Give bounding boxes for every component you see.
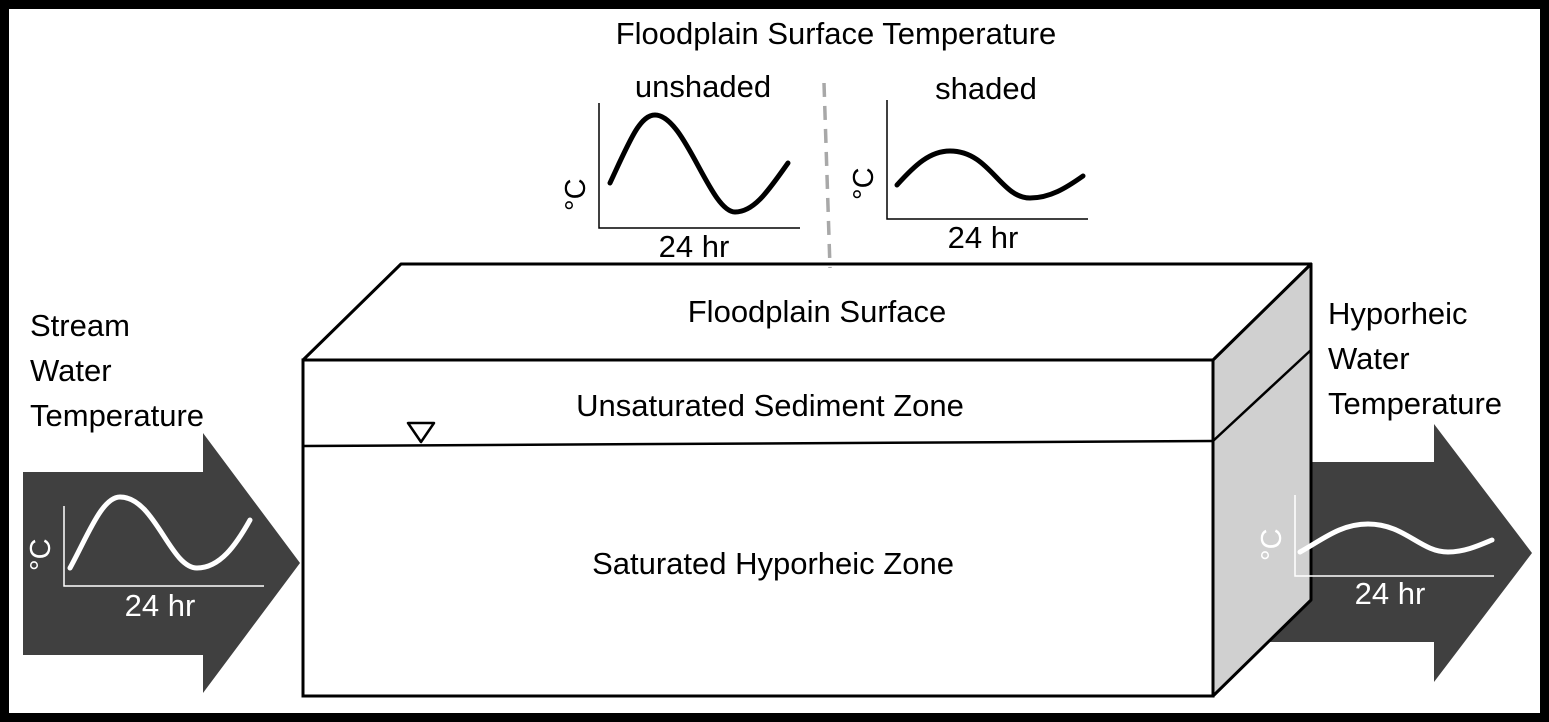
block-front-face xyxy=(301,358,1215,698)
hyporheic-label-line-1: Hyporheic xyxy=(1328,296,1468,331)
hyporheic-label-line-2: Water xyxy=(1328,341,1410,376)
stream-label-line-2: Water xyxy=(30,353,112,388)
unsaturated-zone-label: Unsaturated Sediment Zone xyxy=(576,388,964,423)
water-table-line xyxy=(302,439,1214,448)
shaded-temperature-curve xyxy=(894,148,1086,201)
shaded-chart-axes xyxy=(886,100,1088,220)
shaded-x-unit: 24 hr xyxy=(947,220,1019,255)
hyporheic-water-label: Hyporheic Water Temperature xyxy=(1328,291,1502,426)
hyporheic-x-unit: 24 hr xyxy=(1354,576,1426,611)
unshaded-y-unit: °C xyxy=(560,178,592,211)
shade-divider-line xyxy=(822,82,832,269)
water-table-triangle-icon xyxy=(406,421,436,444)
hyporheic-temperature-curve xyxy=(1297,521,1495,555)
unshaded-x-unit: 24 hr xyxy=(658,229,730,264)
stream-label-line-3: Temperature xyxy=(30,398,205,433)
saturated-zone-label: Saturated Hyporheic Zone xyxy=(592,546,954,581)
unshaded-label: unshaded xyxy=(634,69,772,104)
stream-temperature-curve xyxy=(67,494,253,571)
hyporheic-label-line-3: Temperature xyxy=(1328,386,1503,421)
stream-y-unit: °C xyxy=(25,538,57,571)
stream-label-line-1: Stream xyxy=(30,308,130,343)
stream-water-label: Stream Water Temperature xyxy=(30,303,204,438)
shaded-label: shaded xyxy=(935,71,1037,106)
stream-chart-axes xyxy=(63,506,264,587)
surface-temperature-title: Floodplain Surface Temperature xyxy=(615,16,1057,51)
water-table-side-line xyxy=(1212,349,1312,442)
unshaded-temperature-curve xyxy=(607,112,791,215)
hyporheic-chart-axes xyxy=(1294,495,1494,577)
stream-x-unit: 24 hr xyxy=(124,588,196,623)
stream-water-arrow xyxy=(23,433,300,693)
shaded-y-unit: °C xyxy=(848,167,880,200)
floodplain-surface-label: Floodplain Surface xyxy=(687,294,947,329)
hyporheic-y-unit: °C xyxy=(1256,528,1288,561)
hyporheic-water-arrow xyxy=(1252,424,1532,682)
unshaded-chart-axes xyxy=(598,103,800,229)
